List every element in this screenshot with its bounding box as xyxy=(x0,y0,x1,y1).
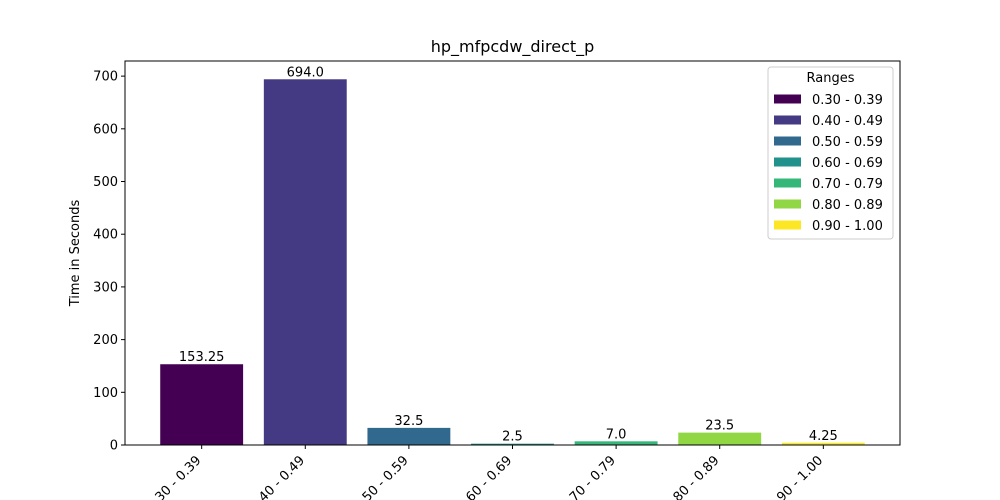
legend-swatch xyxy=(774,136,801,146)
bar xyxy=(367,427,451,445)
bar-value-label: 2.5 xyxy=(502,430,523,445)
y-axis-label: Time in Seconds xyxy=(68,200,83,308)
bar xyxy=(781,442,865,445)
y-tick-label: 500 xyxy=(93,175,118,190)
legend-label: 0.80 - 0.89 xyxy=(812,198,883,213)
legend-swatch xyxy=(774,94,801,104)
bar xyxy=(678,432,762,445)
legend-entries: 0.30 - 0.39 0.40 - 0.49 0.50 - 0.59 0.60 - … xyxy=(774,93,883,234)
bar xyxy=(263,79,347,446)
chart-title: hp_mfpcdw_direct_p xyxy=(431,37,595,57)
x-axis: 0.30 - 0.39 0.40 - 0.49 0.50 - 0.59 0.60 - … xyxy=(144,445,826,500)
bar xyxy=(574,441,658,445)
legend-label: 0.40 - 0.49 xyxy=(812,114,883,129)
plot-frame xyxy=(124,60,901,446)
bar-value-label: 7.0 xyxy=(606,427,627,442)
bar-value-label: 153.25 xyxy=(179,350,225,365)
bar xyxy=(160,364,244,445)
legend-box xyxy=(767,66,894,240)
y-tick-label: 100 xyxy=(93,386,118,401)
legend-title: Ranges xyxy=(807,71,855,86)
y-tick-label: 700 xyxy=(93,70,118,85)
y-axis: 0 100 200 300 400 500 600 700 xyxy=(93,70,125,454)
x-tick-label: 0.30 - 0.39 xyxy=(144,453,205,500)
legend-label: 0.70 - 0.79 xyxy=(812,177,883,192)
legend-label: 0.90 - 1.00 xyxy=(812,219,883,234)
y-tick-label: 0 xyxy=(110,439,118,454)
legend-label: 0.30 - 0.39 xyxy=(812,93,883,108)
legend-swatch xyxy=(774,157,801,167)
bar-value-label: 32.5 xyxy=(394,414,423,429)
y-tick-label: 600 xyxy=(93,122,118,137)
bar xyxy=(471,443,554,445)
bar-value-label: 23.5 xyxy=(705,419,734,434)
bars-group xyxy=(160,79,865,446)
legend-label: 0.60 - 0.69 xyxy=(812,156,883,171)
y-tick-label: 300 xyxy=(93,280,118,295)
x-tick-label: 0.50 - 0.59 xyxy=(351,453,412,500)
legend-swatch xyxy=(774,115,801,125)
y-tick-label: 400 xyxy=(93,228,118,243)
legend-swatch xyxy=(774,199,801,209)
bar-value-label: 694.0 xyxy=(287,65,324,80)
legend-label: 0.50 - 0.59 xyxy=(812,135,883,150)
x-tick-label: 0.60 - 0.69 xyxy=(455,453,516,500)
x-tick-label: 0.90 - 1.00 xyxy=(765,453,826,500)
legend-swatch xyxy=(774,178,801,188)
legend: Ranges 0.30 - 0.39 0.40 - 0.49 0.50 - 0.59… xyxy=(767,66,894,240)
x-tick-label: 0.40 - 0.49 xyxy=(247,453,308,500)
value-labels-group: 153.25 694.0 32.5 2.5 7.0 23.5 4.25 xyxy=(179,65,838,444)
y-tick-label: 200 xyxy=(93,333,118,348)
bar-value-label: 4.25 xyxy=(809,429,838,444)
legend-swatch xyxy=(774,220,801,230)
x-tick-label: 0.70 - 0.79 xyxy=(558,453,619,500)
x-tick-label: 0.80 - 0.89 xyxy=(662,453,723,500)
